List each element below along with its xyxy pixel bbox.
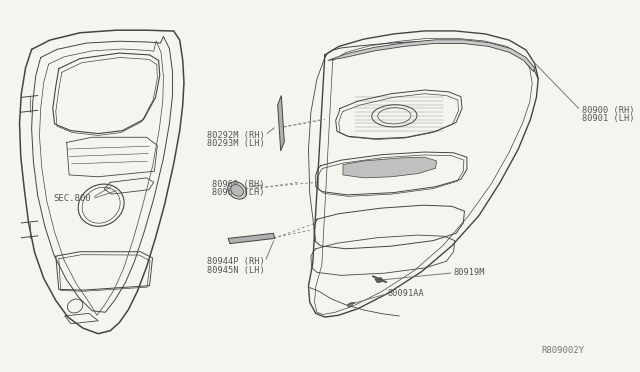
Polygon shape [278, 96, 284, 151]
Text: 80944P (RH): 80944P (RH) [207, 257, 264, 266]
Polygon shape [228, 233, 275, 244]
Ellipse shape [228, 182, 246, 199]
Text: 80960 (RH): 80960 (RH) [212, 180, 264, 189]
Polygon shape [328, 40, 534, 71]
Text: 80900 (RH): 80900 (RH) [582, 106, 634, 115]
Ellipse shape [231, 185, 244, 196]
Text: 80945N (LH): 80945N (LH) [207, 266, 264, 275]
Text: SEC.800: SEC.800 [53, 195, 91, 203]
Text: 80901 (LH): 80901 (LH) [582, 114, 634, 123]
Text: R809002Y: R809002Y [542, 346, 585, 355]
Polygon shape [375, 278, 383, 283]
Polygon shape [343, 157, 436, 178]
Polygon shape [348, 302, 353, 307]
Text: 80292M (RH): 80292M (RH) [207, 131, 264, 140]
Text: 80919M: 80919M [454, 268, 485, 277]
Text: 80293M (LH): 80293M (LH) [207, 139, 264, 148]
Text: 80091AA: 80091AA [387, 289, 424, 298]
Text: 80961 (LH): 80961 (LH) [212, 188, 264, 197]
